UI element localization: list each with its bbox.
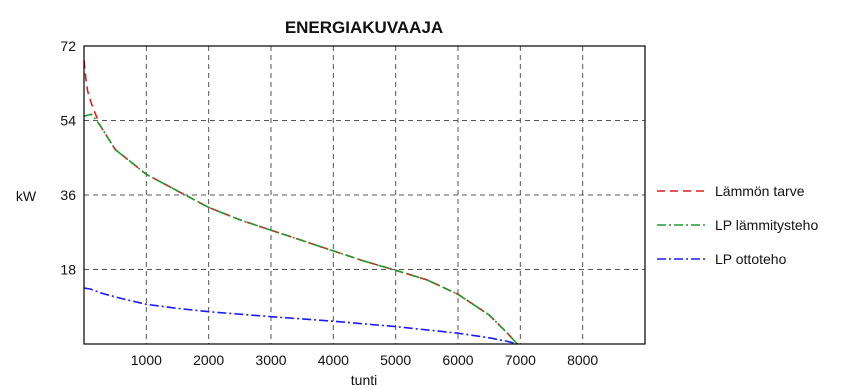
legend-label-2: LP lämmitysteho [715, 217, 818, 233]
x-tick-label: 5000 [380, 352, 411, 368]
x-tick-label: 4000 [318, 352, 349, 368]
x-tick-label: 3000 [255, 352, 286, 368]
x-tick-label: 8000 [567, 352, 598, 368]
y-tick-label: 36 [60, 187, 76, 203]
legend-label-3: LP ottoteho [715, 251, 787, 267]
plot-frame [83, 45, 646, 345]
x-tick-label: 7000 [505, 352, 536, 368]
x-tick-label: 2000 [193, 352, 224, 368]
y-tick-label: 72 [60, 38, 76, 54]
grid-layer [84, 46, 645, 344]
series-layer [83, 60, 518, 345]
series-line-2 [83, 113, 518, 345]
x-tick-label: 6000 [442, 352, 473, 368]
y-axis-label: kW [16, 188, 37, 204]
series-line-1 [83, 60, 518, 345]
legend: Lämmön tarve LP lämmitysteho LP ottoteho [657, 183, 818, 267]
tick-layer: 1000 2000 3000 4000 5000 6000 7000 8000 18 36 54 72 [60, 38, 598, 368]
series-line-3 [83, 287, 518, 345]
y-tick-label: 54 [60, 113, 76, 129]
y-tick-label: 18 [60, 262, 76, 278]
chart-title: ENERGIAKUVAAJA [285, 18, 443, 37]
x-axis-label: tunti [351, 372, 377, 388]
x-tick-label: 1000 [131, 352, 162, 368]
legend-label-1: Lämmön tarve [715, 183, 805, 199]
